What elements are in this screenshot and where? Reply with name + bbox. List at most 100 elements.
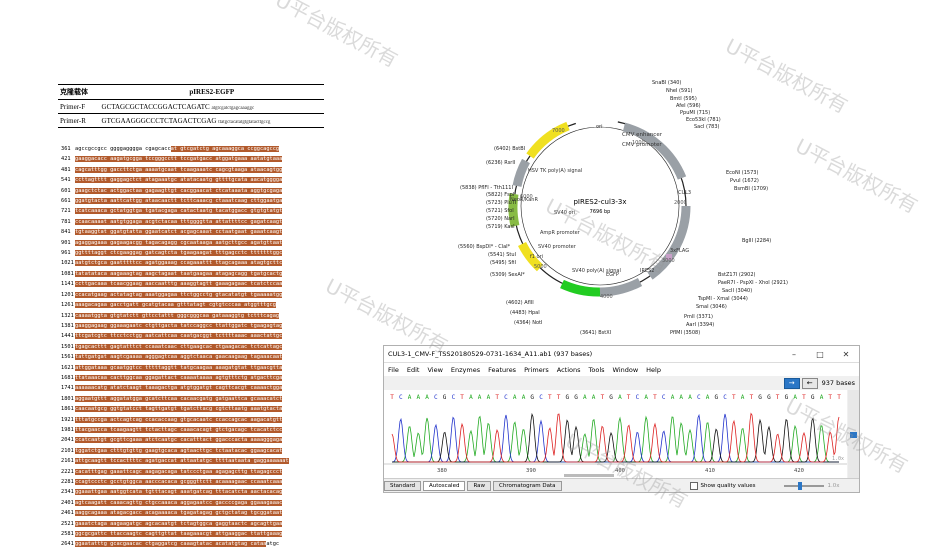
close-icon[interactable]: ✕ — [842, 349, 850, 359]
tab-standard[interactable]: Standard — [384, 480, 422, 491]
chromatogram-window[interactable]: CUL3-1_CMV-F_TSS20180529-0731-1634_A11.a… — [383, 345, 860, 493]
base-call: C — [723, 394, 727, 401]
sequence-highlight: attgcaagtt tccacttttc agatgaccat attaata… — [75, 458, 289, 465]
base-call: C — [697, 394, 701, 401]
sequence-row: 961 ggttttaggt ctcgaaggag gatcagtcta tgaa… — [61, 248, 331, 258]
sequence-position: 361 — [61, 146, 71, 152]
base-call: T — [653, 394, 657, 401]
scale-slider-thumb[interactable] — [850, 432, 857, 438]
watermark: U平台版权所有 — [791, 133, 922, 219]
sequence-position: 2641 — [61, 541, 74, 548]
sequence-position: 1621 — [61, 364, 74, 371]
sequence-row: 1801aggaatgttt aggatatgga gcatcttcaa cac… — [61, 394, 331, 404]
menu-help[interactable]: Help — [646, 365, 661, 374]
horizontal-scrollbar[interactable] — [564, 474, 614, 477]
reverse-strand-icon[interactable]: ← — [801, 377, 818, 389]
sequence-highlight: tattgatgat aagtcgaaaa agggagtcaa aggtcta… — [75, 354, 283, 361]
restriction-site-label: (5560) BspDI* - ClaI* — [458, 244, 511, 250]
base-call: A — [671, 394, 675, 401]
sequence-row: 661 ggatgtacta aattcattgg ataacaactt tctt… — [61, 196, 331, 206]
restriction-site-label: BsmBI (1709) — [734, 186, 768, 192]
menu-enzymes[interactable]: Enzymes — [450, 365, 481, 374]
restriction-site-label: (5721) SfoI — [486, 208, 514, 214]
restriction-site-label: (5822) FspI — [486, 192, 514, 198]
base-call: G — [785, 394, 789, 401]
cul3-feature — [647, 205, 691, 280]
restriction-site-label: (6402) BstBI — [494, 146, 525, 152]
base-call: A — [469, 394, 473, 401]
sequence-row: 1681ttataaacaa cacttggcaa ggagattact caa… — [61, 373, 331, 383]
tab-chromatogram-data[interactable]: Chromatogram Data — [493, 480, 562, 491]
sequence-position: 901 — [61, 239, 71, 246]
base-call: A — [706, 394, 710, 401]
sequence-highlight: gaaggagaag ggaaagaatc ctgttgacta tatccag… — [75, 322, 283, 329]
menu-primers[interactable]: Primers — [524, 365, 549, 374]
zoom-slider[interactable] — [783, 481, 824, 490]
base-call: G — [443, 394, 447, 401]
plasmid-svg: pIRES2-cul3-3x 7696 bp ori CMV enhancer … — [458, 80, 788, 336]
vertical-scale-slider[interactable] — [848, 390, 859, 478]
restriction-site-label: EcoNI (1573) — [726, 170, 758, 176]
quality-checkbox[interactable] — [689, 481, 698, 490]
position-label: 420 — [794, 468, 804, 474]
sequence-highlight: ggcgcgattc ttaccaagtc cagttgttat taagaaa… — [75, 531, 283, 538]
tick-label: 1000 — [632, 140, 645, 146]
sequence-plain: atgc — [266, 541, 280, 548]
feature-label: CMV promoter — [622, 142, 662, 148]
sequence-highlight: at gtcgatctg agcaaaggca ccggcagccg — [170, 146, 280, 152]
backbone-inner-ring — [520, 126, 680, 286]
base-call: T — [802, 394, 806, 401]
feature-label: f1 ori — [530, 254, 543, 260]
sequence-row: 2341ggaaattgaa aatggtcata tgtttacagt aaa… — [61, 487, 331, 497]
sequence-highlight: gaaggacacc aagatgcgga tccgggcctt tccgatg… — [75, 156, 283, 163]
restriction-site-label: NheI (591) — [666, 88, 693, 94]
sequence-position: 1381 — [61, 322, 74, 329]
sequence-row: 2581ggcgcgattc ttaccaagtc cagttgttat taa… — [61, 529, 331, 539]
menu-actions[interactable]: Actions — [556, 365, 581, 374]
menu-view[interactable]: View — [427, 365, 443, 374]
sequence-highlight: ccacatgaag actatagtag aaatggagaa ttctggc… — [75, 291, 283, 298]
tab-autoscaled[interactable]: Autoscaled — [423, 480, 466, 491]
zoom-slider-thumb[interactable] — [797, 481, 802, 490]
sequence-row: 1141ccttgacaaa tcaacggaag aaccaatttg aaa… — [61, 279, 331, 289]
sequence-position: 2221 — [61, 468, 74, 475]
forward-strand-icon[interactable]: → — [783, 377, 800, 389]
quality-toggle[interactable]: Show quality values — [689, 481, 756, 490]
feature-label: SV40 poly(A) signal — [572, 268, 621, 274]
f1-ori-feature — [517, 241, 544, 272]
tick-label: 3000 — [662, 258, 675, 264]
primer-table-header: 克隆载体 pIRES2-EGFP — [58, 84, 324, 100]
feature-label: NeoR/KanR — [510, 197, 538, 203]
menu-edit[interactable]: Edit — [406, 365, 420, 374]
header-plasmid: pIRES2-EGFP — [99, 84, 324, 100]
base-call: A — [408, 394, 412, 401]
sequence-row: 361 agccgccgcc ggggagggga cgagcaccat gtcg… — [61, 144, 331, 154]
sequence-row: 721 tcatcaaaca gctatggtga tgatacgaga cata… — [61, 206, 331, 216]
menu-window[interactable]: Window — [612, 365, 639, 374]
menu-features[interactable]: Features — [488, 365, 517, 374]
sequence-row: 1081tatatataca aagaaagtag aagctagaat taa… — [61, 269, 331, 279]
sequence-row: 1261aaagacagaa gacctgatt gcatgtacaa gttt… — [61, 300, 331, 310]
maximize-icon[interactable]: □ — [816, 349, 824, 359]
sequence-row: 1921tttatgccga actcagtcag ccacaccaag gtg… — [61, 415, 331, 425]
restriction-site-label: AarI (3394) — [686, 322, 714, 328]
base-call: T — [548, 394, 552, 401]
menu-tools[interactable]: Tools — [588, 365, 605, 374]
scale-label: 1.0x — [832, 456, 844, 462]
sequence-position: 1561 — [61, 354, 74, 361]
minimize-icon[interactable]: – — [792, 349, 796, 359]
restriction-site-label: AfeI (596) — [676, 103, 701, 109]
base-call: C — [504, 394, 508, 401]
sequence-position: 1201 — [61, 291, 74, 298]
plasmid-size: 7696 bp — [590, 209, 611, 215]
tab-raw[interactable]: Raw — [467, 480, 492, 491]
ires2-feature — [599, 277, 643, 297]
sequence-row: 1381gaaggagaag ggaaagaatc ctgttgacta tat… — [61, 321, 331, 331]
sequence-position: 2041 — [61, 437, 74, 444]
sequence-highlight: ttataaacaa cacttggcaa ggagattact caaaata… — [75, 374, 283, 381]
menu-file[interactable]: File — [388, 365, 399, 374]
sequence-highlight: agaggagaaa gagaagacgg tagacagagg cgcaata… — [75, 239, 283, 246]
window-titlebar[interactable]: CUL3-1_CMV-F_TSS20180529-0731-1634_A11.a… — [384, 346, 859, 363]
